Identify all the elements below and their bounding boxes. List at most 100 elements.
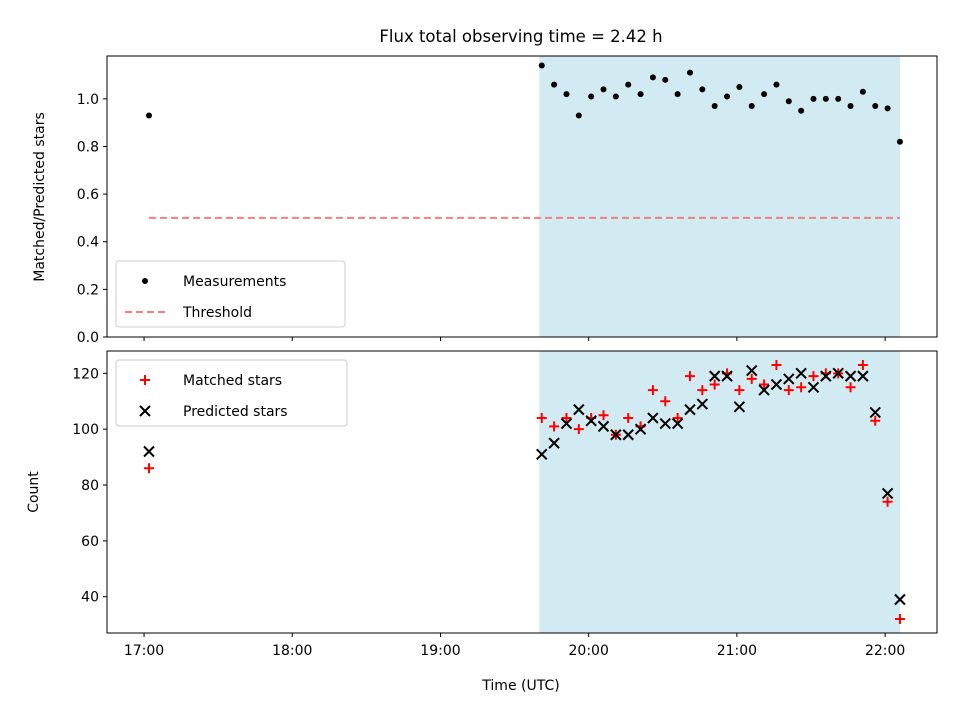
matched-star-point	[734, 385, 745, 396]
top-y-axis-label: Matched/Predicted stars	[32, 112, 48, 282]
measurement-point	[884, 105, 891, 112]
legend-box	[115, 359, 348, 427]
predicted-star-point	[733, 401, 746, 413]
legend-label: Matched stars	[183, 373, 282, 389]
measurement-point	[563, 91, 570, 98]
predicted-star-point	[708, 370, 721, 382]
measurement-point	[835, 95, 842, 102]
x-axis-label: Time (UTC)	[481, 678, 559, 694]
matched-star-point	[143, 463, 154, 474]
bottom-panel-series	[143, 359, 906, 625]
legend-predicted-swatch	[139, 405, 151, 417]
y-tick-label: 0.0	[77, 330, 99, 346]
top-panel-shaded-region	[539, 56, 900, 337]
matched-star-point	[561, 413, 572, 424]
legend-label: Measurements	[183, 274, 286, 290]
predicted-star-point	[869, 406, 881, 419]
predicted-star-point	[143, 445, 155, 458]
predicted-star-point	[573, 403, 585, 416]
legend-label: Threshold	[182, 305, 252, 321]
matched-star-point	[598, 410, 609, 421]
y-tick-label: 0.6	[77, 187, 99, 203]
measurement-point	[662, 76, 669, 83]
x-tick-label: 17:00	[124, 643, 164, 659]
measurement-point	[785, 98, 792, 105]
matched-star-point	[870, 415, 881, 426]
matched-star-point	[845, 382, 856, 393]
predicted-star-point	[634, 423, 647, 435]
bottom-panel: 40 60 80 100 120 17:00 18:00 19:00 20:00 21:00 22:…	[26, 350, 938, 694]
measurement-point	[551, 81, 558, 88]
matched-star-point	[549, 421, 560, 432]
top-panel: 0.0 0.2 0.4 0.6 0.8 1.0 Matched/Predicted sta…	[32, 55, 938, 346]
predicted-star-point	[770, 378, 783, 391]
measurement-point	[600, 86, 607, 93]
measurement-point	[724, 93, 731, 100]
x-tick-label: 19:00	[420, 643, 460, 659]
y-tick-label: 120	[72, 366, 99, 382]
bottom-panel-frame	[106, 350, 938, 634]
matched-star-point	[796, 382, 807, 393]
shaded-region	[539, 351, 900, 633]
measurement-point	[686, 69, 693, 76]
matched-star-point	[672, 413, 683, 424]
x-tick-label: 18:00	[272, 643, 312, 659]
measurement-point	[798, 107, 805, 114]
predicted-star-point	[721, 370, 733, 382]
predicted-star-point	[610, 429, 622, 441]
predicted-star-point	[585, 415, 597, 427]
predicted-star-point	[659, 417, 671, 430]
predicted-star-point	[894, 593, 906, 606]
measurement-point	[822, 95, 829, 102]
matched-star-point	[771, 359, 782, 370]
measurement-point	[748, 103, 755, 110]
matched-star-point	[647, 385, 658, 396]
bottom-y-axis-label: Count	[26, 471, 42, 513]
measurement-point	[649, 74, 656, 81]
predicted-star-point	[783, 373, 795, 385]
measurement-point	[612, 93, 619, 100]
predicted-star-point	[597, 420, 610, 433]
top-panel-frame	[106, 55, 938, 338]
y-tick-label: 0.2	[77, 282, 99, 298]
matched-star-point	[697, 385, 708, 396]
predicted-star-point	[647, 412, 659, 424]
matched-star-point	[573, 424, 584, 435]
predicted-star-point	[881, 487, 894, 500]
measurement-point	[625, 81, 632, 88]
measurement-point	[637, 91, 644, 98]
matched-star-point	[894, 614, 905, 625]
predicted-star-point	[844, 370, 857, 382]
top-panel-axes: 0.0 0.2 0.4 0.6 0.8 1.0	[77, 92, 886, 346]
predicted-star-point	[746, 364, 758, 377]
measurement-point	[699, 86, 706, 93]
matched-star-point	[783, 385, 794, 396]
predicted-star-point	[807, 381, 820, 394]
shaded-region	[539, 56, 900, 337]
predicted-star-point	[622, 429, 634, 441]
measurement-point	[810, 95, 817, 102]
y-tick-label: 100	[72, 422, 99, 438]
measurement-point	[896, 138, 903, 145]
measurement-point	[575, 112, 582, 119]
measurement-point	[145, 112, 152, 119]
predicted-star-point	[536, 448, 548, 461]
matched-star-point	[660, 396, 671, 407]
matched-star-point	[623, 413, 634, 424]
top-panel-series	[145, 62, 903, 219]
bottom-legend: Matched stars Predicted stars	[115, 359, 348, 427]
matched-star-point	[882, 496, 893, 507]
measurement-point	[736, 83, 743, 90]
predicted-star-point	[696, 398, 709, 410]
matched-star-point	[684, 371, 695, 382]
matched-star-point	[808, 371, 819, 382]
predicted-star-point	[671, 417, 684, 430]
predicted-star-point	[795, 367, 807, 380]
y-tick-label: 40	[81, 590, 99, 606]
legend-matched-swatch	[140, 375, 150, 385]
y-tick-label: 0.4	[77, 235, 99, 251]
measurement-point	[761, 91, 768, 98]
predicted-star-point	[857, 370, 869, 382]
y-tick-label: 0.8	[77, 139, 99, 155]
x-tick-label: 20:00	[569, 643, 609, 659]
